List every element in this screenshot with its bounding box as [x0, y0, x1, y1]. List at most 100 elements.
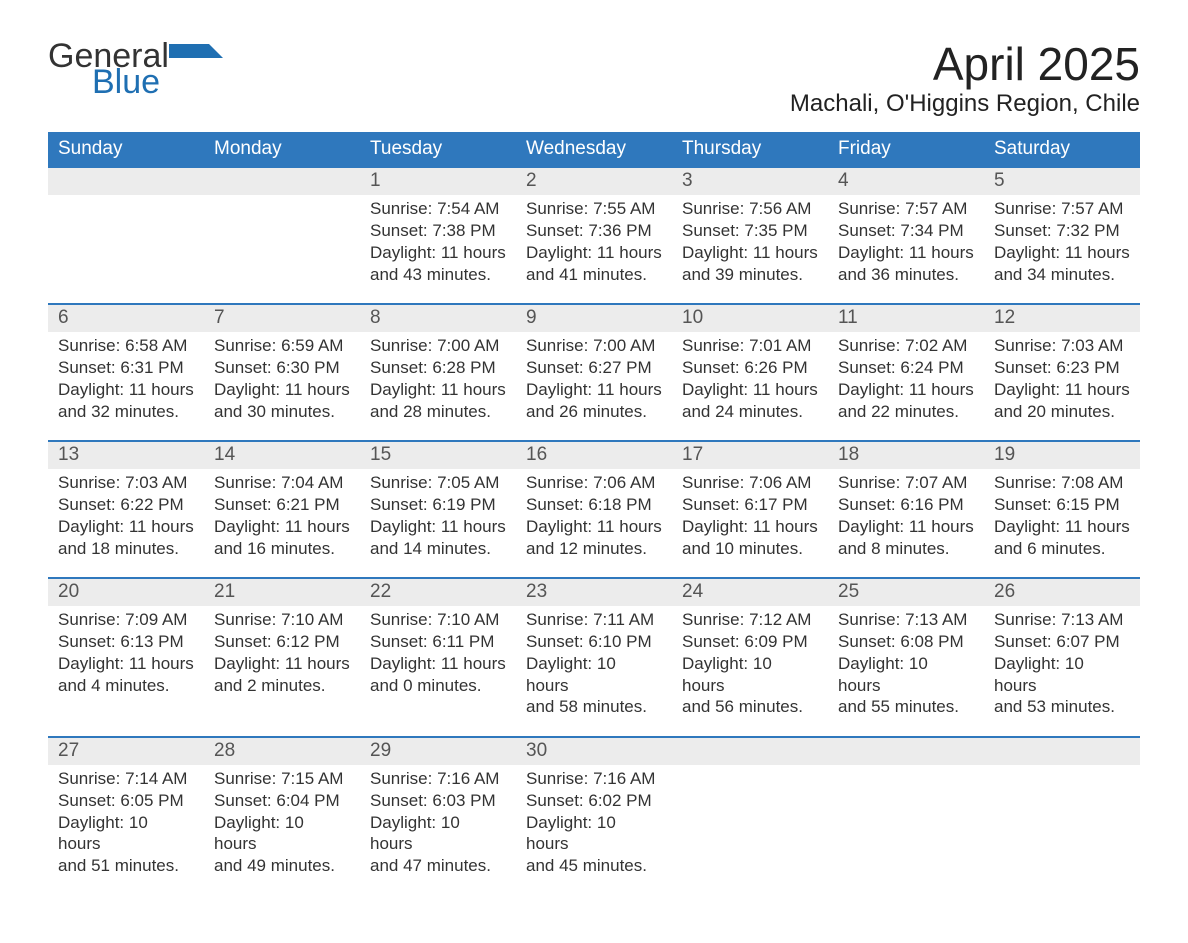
sunset-line: Sunset: 6:23 PM — [994, 357, 1130, 379]
daylight-line-2: and 41 minutes. — [526, 264, 662, 286]
sunset-line: Sunset: 6:05 PM — [58, 790, 194, 812]
daylight-line-1: Daylight: 11 hours — [370, 242, 506, 264]
sunset-line: Sunset: 6:11 PM — [370, 631, 506, 653]
day-body: Sunrise: 7:16 AMSunset: 6:03 PMDaylight:… — [360, 765, 516, 877]
weeks-container: 1Sunrise: 7:54 AMSunset: 7:38 PMDaylight… — [48, 166, 1140, 895]
day-number — [204, 168, 360, 195]
daylight-line-1: Daylight: 11 hours — [994, 242, 1130, 264]
daylight-line-2: and 6 minutes. — [994, 538, 1130, 560]
sunrise-line: Sunrise: 6:59 AM — [214, 335, 350, 357]
day-body: Sunrise: 7:55 AMSunset: 7:36 PMDaylight:… — [516, 195, 672, 285]
day-number: 21 — [204, 579, 360, 606]
day-cell: 14Sunrise: 7:04 AMSunset: 6:21 PMDayligh… — [204, 442, 360, 577]
sunset-line: Sunset: 6:19 PM — [370, 494, 506, 516]
sunrise-line: Sunrise: 7:06 AM — [526, 472, 662, 494]
sunset-line: Sunset: 6:22 PM — [58, 494, 194, 516]
daylight-line-2: and 18 minutes. — [58, 538, 194, 560]
sunset-line: Sunset: 6:04 PM — [214, 790, 350, 812]
day-number — [672, 738, 828, 765]
sunset-line: Sunset: 7:34 PM — [838, 220, 974, 242]
sunrise-line: Sunrise: 7:05 AM — [370, 472, 506, 494]
sunset-line: Sunset: 6:13 PM — [58, 631, 194, 653]
day-number: 23 — [516, 579, 672, 606]
sunset-line: Sunset: 6:10 PM — [526, 631, 662, 653]
day-number: 8 — [360, 305, 516, 332]
daylight-line-2: and 53 minutes. — [994, 696, 1130, 718]
day-cell: 11Sunrise: 7:02 AMSunset: 6:24 PMDayligh… — [828, 305, 984, 440]
sunrise-line: Sunrise: 7:01 AM — [682, 335, 818, 357]
day-number: 16 — [516, 442, 672, 469]
week-row: 13Sunrise: 7:03 AMSunset: 6:22 PMDayligh… — [48, 440, 1140, 577]
sunset-line: Sunset: 6:12 PM — [214, 631, 350, 653]
weekday-header-cell: Tuesday — [360, 132, 516, 166]
day-cell: 16Sunrise: 7:06 AMSunset: 6:18 PMDayligh… — [516, 442, 672, 577]
daylight-line-2: and 4 minutes. — [58, 675, 194, 697]
daylight-line-1: Daylight: 11 hours — [526, 379, 662, 401]
daylight-line-1: Daylight: 11 hours — [214, 516, 350, 538]
sunset-line: Sunset: 6:26 PM — [682, 357, 818, 379]
brand-logo: General Blue — [48, 40, 223, 99]
day-number: 30 — [516, 738, 672, 765]
day-number: 7 — [204, 305, 360, 332]
day-cell: 27Sunrise: 7:14 AMSunset: 6:05 PMDayligh… — [48, 738, 204, 895]
daylight-line-2: and 0 minutes. — [370, 675, 506, 697]
daylight-line-2: and 20 minutes. — [994, 401, 1130, 423]
day-body: Sunrise: 7:04 AMSunset: 6:21 PMDaylight:… — [204, 469, 360, 559]
daylight-line-2: and 58 minutes. — [526, 696, 662, 718]
day-number: 14 — [204, 442, 360, 469]
daylight-line-1: Daylight: 11 hours — [58, 379, 194, 401]
header-row: General Blue April 2025 Machali, O'Higgi… — [48, 40, 1140, 128]
sunrise-line: Sunrise: 7:10 AM — [214, 609, 350, 631]
sunset-line: Sunset: 6:17 PM — [682, 494, 818, 516]
day-body: Sunrise: 7:03 AMSunset: 6:23 PMDaylight:… — [984, 332, 1140, 422]
daylight-line-2: and 34 minutes. — [994, 264, 1130, 286]
day-body: Sunrise: 7:57 AMSunset: 7:34 PMDaylight:… — [828, 195, 984, 285]
sunset-line: Sunset: 6:30 PM — [214, 357, 350, 379]
day-cell: 10Sunrise: 7:01 AMSunset: 6:26 PMDayligh… — [672, 305, 828, 440]
day-number: 1 — [360, 168, 516, 195]
sunset-line: Sunset: 6:09 PM — [682, 631, 818, 653]
sunset-line: Sunset: 6:31 PM — [58, 357, 194, 379]
day-cell: 6Sunrise: 6:58 AMSunset: 6:31 PMDaylight… — [48, 305, 204, 440]
sunrise-line: Sunrise: 7:55 AM — [526, 198, 662, 220]
sunrise-line: Sunrise: 7:09 AM — [58, 609, 194, 631]
day-number: 17 — [672, 442, 828, 469]
day-cell: 21Sunrise: 7:10 AMSunset: 6:12 PMDayligh… — [204, 579, 360, 736]
sunrise-line: Sunrise: 7:02 AM — [838, 335, 974, 357]
daylight-line-1: Daylight: 11 hours — [526, 516, 662, 538]
day-cell: 1Sunrise: 7:54 AMSunset: 7:38 PMDaylight… — [360, 168, 516, 303]
day-cell: 25Sunrise: 7:13 AMSunset: 6:08 PMDayligh… — [828, 579, 984, 736]
daylight-line-2: and 56 minutes. — [682, 696, 818, 718]
day-number: 22 — [360, 579, 516, 606]
sunrise-line: Sunrise: 7:11 AM — [526, 609, 662, 631]
sunrise-line: Sunrise: 7:12 AM — [682, 609, 818, 631]
weekday-header-cell: Sunday — [48, 132, 204, 166]
page-title: April 2025 — [790, 40, 1140, 88]
day-number: 15 — [360, 442, 516, 469]
day-cell: 20Sunrise: 7:09 AMSunset: 6:13 PMDayligh… — [48, 579, 204, 736]
day-body: Sunrise: 7:01 AMSunset: 6:26 PMDaylight:… — [672, 332, 828, 422]
day-cell: 22Sunrise: 7:10 AMSunset: 6:11 PMDayligh… — [360, 579, 516, 736]
day-number: 28 — [204, 738, 360, 765]
day-number: 2 — [516, 168, 672, 195]
day-number: 13 — [48, 442, 204, 469]
sunrise-line: Sunrise: 7:06 AM — [682, 472, 818, 494]
calendar-page: General Blue April 2025 Machali, O'Higgi… — [0, 0, 1188, 943]
sunrise-line: Sunrise: 7:00 AM — [370, 335, 506, 357]
day-cell: 17Sunrise: 7:06 AMSunset: 6:17 PMDayligh… — [672, 442, 828, 577]
sunset-line: Sunset: 6:28 PM — [370, 357, 506, 379]
daylight-line-1: Daylight: 11 hours — [370, 653, 506, 675]
day-body: Sunrise: 7:10 AMSunset: 6:12 PMDaylight:… — [204, 606, 360, 696]
day-body: Sunrise: 7:12 AMSunset: 6:09 PMDaylight:… — [672, 606, 828, 718]
day-body: Sunrise: 7:08 AMSunset: 6:15 PMDaylight:… — [984, 469, 1140, 559]
day-body: Sunrise: 7:16 AMSunset: 6:02 PMDaylight:… — [516, 765, 672, 877]
location-subtitle: Machali, O'Higgins Region, Chile — [790, 90, 1140, 118]
daylight-line-1: Daylight: 11 hours — [370, 516, 506, 538]
day-body: Sunrise: 7:56 AMSunset: 7:35 PMDaylight:… — [672, 195, 828, 285]
daylight-line-1: Daylight: 11 hours — [58, 516, 194, 538]
sunrise-line: Sunrise: 7:54 AM — [370, 198, 506, 220]
day-number: 20 — [48, 579, 204, 606]
day-cell: 4Sunrise: 7:57 AMSunset: 7:34 PMDaylight… — [828, 168, 984, 303]
daylight-line-2: and 55 minutes. — [838, 696, 974, 718]
day-body: Sunrise: 7:13 AMSunset: 6:07 PMDaylight:… — [984, 606, 1140, 718]
